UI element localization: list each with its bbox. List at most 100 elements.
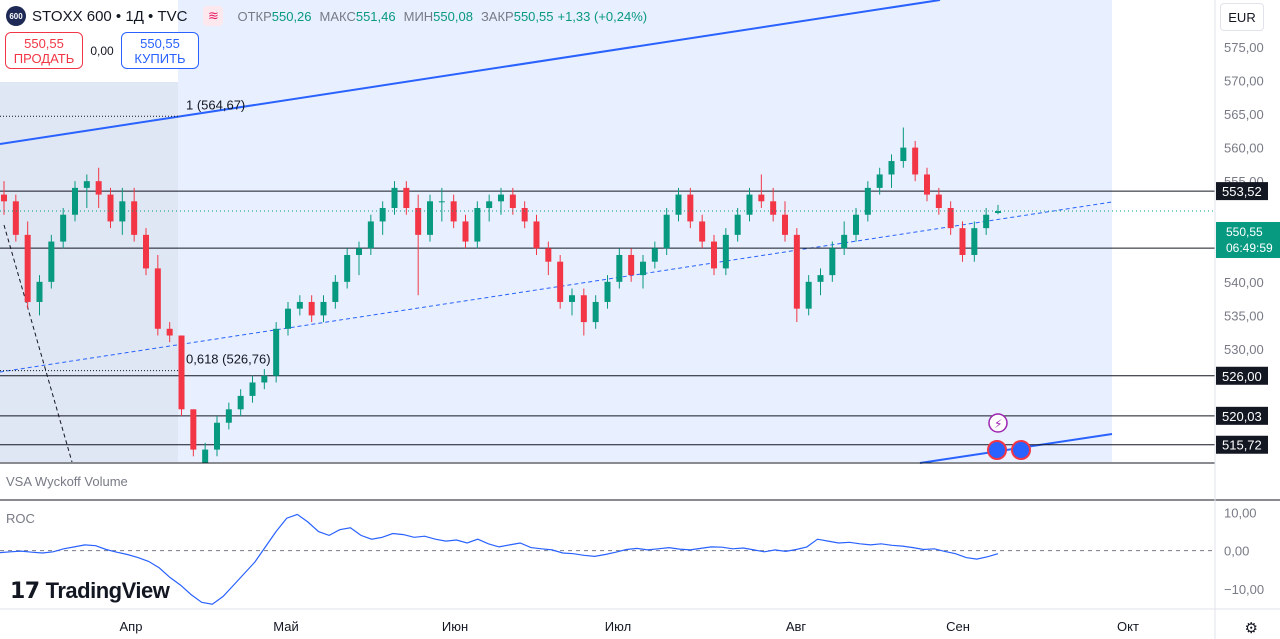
candle-body <box>379 208 386 222</box>
candle-body <box>947 208 954 229</box>
currency-selector[interactable]: EUR <box>1220 3 1264 31</box>
tradingview-logo[interactable]: 𝟭𝟳 TradingView <box>10 578 170 604</box>
candle-body <box>143 234 149 269</box>
buy-button[interactable]: 550,55 КУПИТЬ <box>121 32 199 69</box>
symbol-title[interactable]: STOXX 600 • 1Д • TVC <box>32 7 188 25</box>
level-price-tag <box>1216 366 1268 385</box>
candle <box>793 228 800 323</box>
roc-tick-label: 10,00 <box>1224 505 1257 520</box>
candle-body <box>793 234 800 309</box>
candle-body <box>817 275 824 282</box>
candle-body <box>72 187 78 215</box>
candle-body <box>332 281 339 302</box>
fib-trend-line[interactable] <box>3 224 73 463</box>
vsa-indicator-label[interactable]: VSA Wyckoff Volume <box>6 474 128 489</box>
candle <box>864 181 871 222</box>
buy-label: КУПИТЬ <box>134 50 186 66</box>
candle-body <box>391 187 398 209</box>
candle <box>308 295 315 323</box>
open-label: ОТКР <box>237 8 272 24</box>
candle-body <box>178 335 185 410</box>
candle <box>699 214 706 249</box>
candle-body <box>628 254 635 276</box>
event-markers[interactable]: ⚡ <box>987 413 1031 460</box>
candle-body <box>521 208 528 222</box>
roc-tick-label: −10,00 <box>1224 582 1264 597</box>
candle-body <box>415 208 422 235</box>
candle-body <box>296 301 303 309</box>
candle-body <box>36 281 43 302</box>
sell-button[interactable]: 550,55 ПРОДАТЬ <box>5 32 83 69</box>
candle-body <box>770 201 777 215</box>
lightning-icon[interactable] <box>988 413 1008 433</box>
candle <box>498 187 504 215</box>
candle <box>888 154 895 188</box>
candle-body <box>60 214 67 242</box>
candle <box>119 187 126 235</box>
level-price-tag <box>1216 435 1268 454</box>
candle <box>651 241 658 269</box>
time-tick-label: Июл <box>605 619 631 634</box>
candle <box>675 187 682 222</box>
gear-icon[interactable]: ⚙ <box>1244 620 1258 637</box>
candle-body <box>983 214 990 229</box>
candle <box>935 187 942 215</box>
candle-body <box>190 409 197 450</box>
candle-body <box>498 194 504 202</box>
candle-body <box>841 234 848 249</box>
candle-body <box>935 194 942 209</box>
candle-body <box>509 194 516 209</box>
price-tick-label: 560,00 <box>1224 141 1264 156</box>
candle-body <box>285 308 291 329</box>
candle <box>722 228 729 276</box>
candle <box>983 208 990 235</box>
candle-body <box>214 422 220 450</box>
candle <box>12 194 19 242</box>
tradingview-mark-icon: 𝟭𝟳 <box>10 578 40 603</box>
channel-mid-line[interactable] <box>0 201 1113 373</box>
candle <box>60 208 67 249</box>
level-price-label: 520,03 <box>1222 409 1262 424</box>
candle-body <box>237 395 244 410</box>
symbol-logo[interactable]: 600 <box>6 6 26 26</box>
candle <box>924 167 930 202</box>
sell-label: ПРОДАТЬ <box>13 50 75 66</box>
candle <box>711 234 717 276</box>
high-label: МАКС <box>319 8 356 24</box>
candle-body <box>604 281 611 302</box>
candle-body <box>912 147 919 175</box>
candle <box>853 208 859 242</box>
candle <box>533 214 540 255</box>
candle <box>782 201 788 242</box>
candle <box>604 275 611 309</box>
fib-level-label: 1 (564,67) <box>186 97 245 112</box>
wave-icon[interactable]: ≋ <box>203 6 224 26</box>
time-axis[interactable]: Апр Май Июн Июл Авг Сен Окт <box>120 619 1139 634</box>
candle <box>379 201 386 235</box>
channel-upper-line[interactable] <box>0 0 941 145</box>
candle-body <box>746 194 753 215</box>
candle <box>320 295 327 323</box>
roc-indicator-label[interactable]: ROC <box>6 511 35 526</box>
low-value: 550,08 <box>433 8 473 24</box>
earnings-icon[interactable] <box>1011 440 1031 460</box>
candle-body <box>202 449 209 463</box>
price-axis[interactable]: 580,00575,00570,00565,00560,00555,00540,… <box>1224 6 1264 357</box>
candle-body <box>131 201 138 235</box>
candle-body <box>687 194 694 222</box>
price-tick-label: 575,00 <box>1224 40 1264 55</box>
candle-body <box>557 261 564 302</box>
time-tick-label: Июн <box>442 619 468 634</box>
candle <box>237 389 244 417</box>
candle <box>131 187 138 242</box>
roc-line <box>0 513 999 605</box>
candle <box>628 248 635 282</box>
candle <box>450 194 457 229</box>
time-tick-label: Авг <box>786 619 807 634</box>
candle <box>273 322 280 383</box>
candle-body <box>711 241 717 269</box>
symbol-header: 600 STOXX 600 • 1Д • TVC ≋ ОТКР550,26 МАК… <box>0 0 1215 32</box>
dividend-icon[interactable] <box>987 440 1007 460</box>
candle <box>285 301 291 336</box>
